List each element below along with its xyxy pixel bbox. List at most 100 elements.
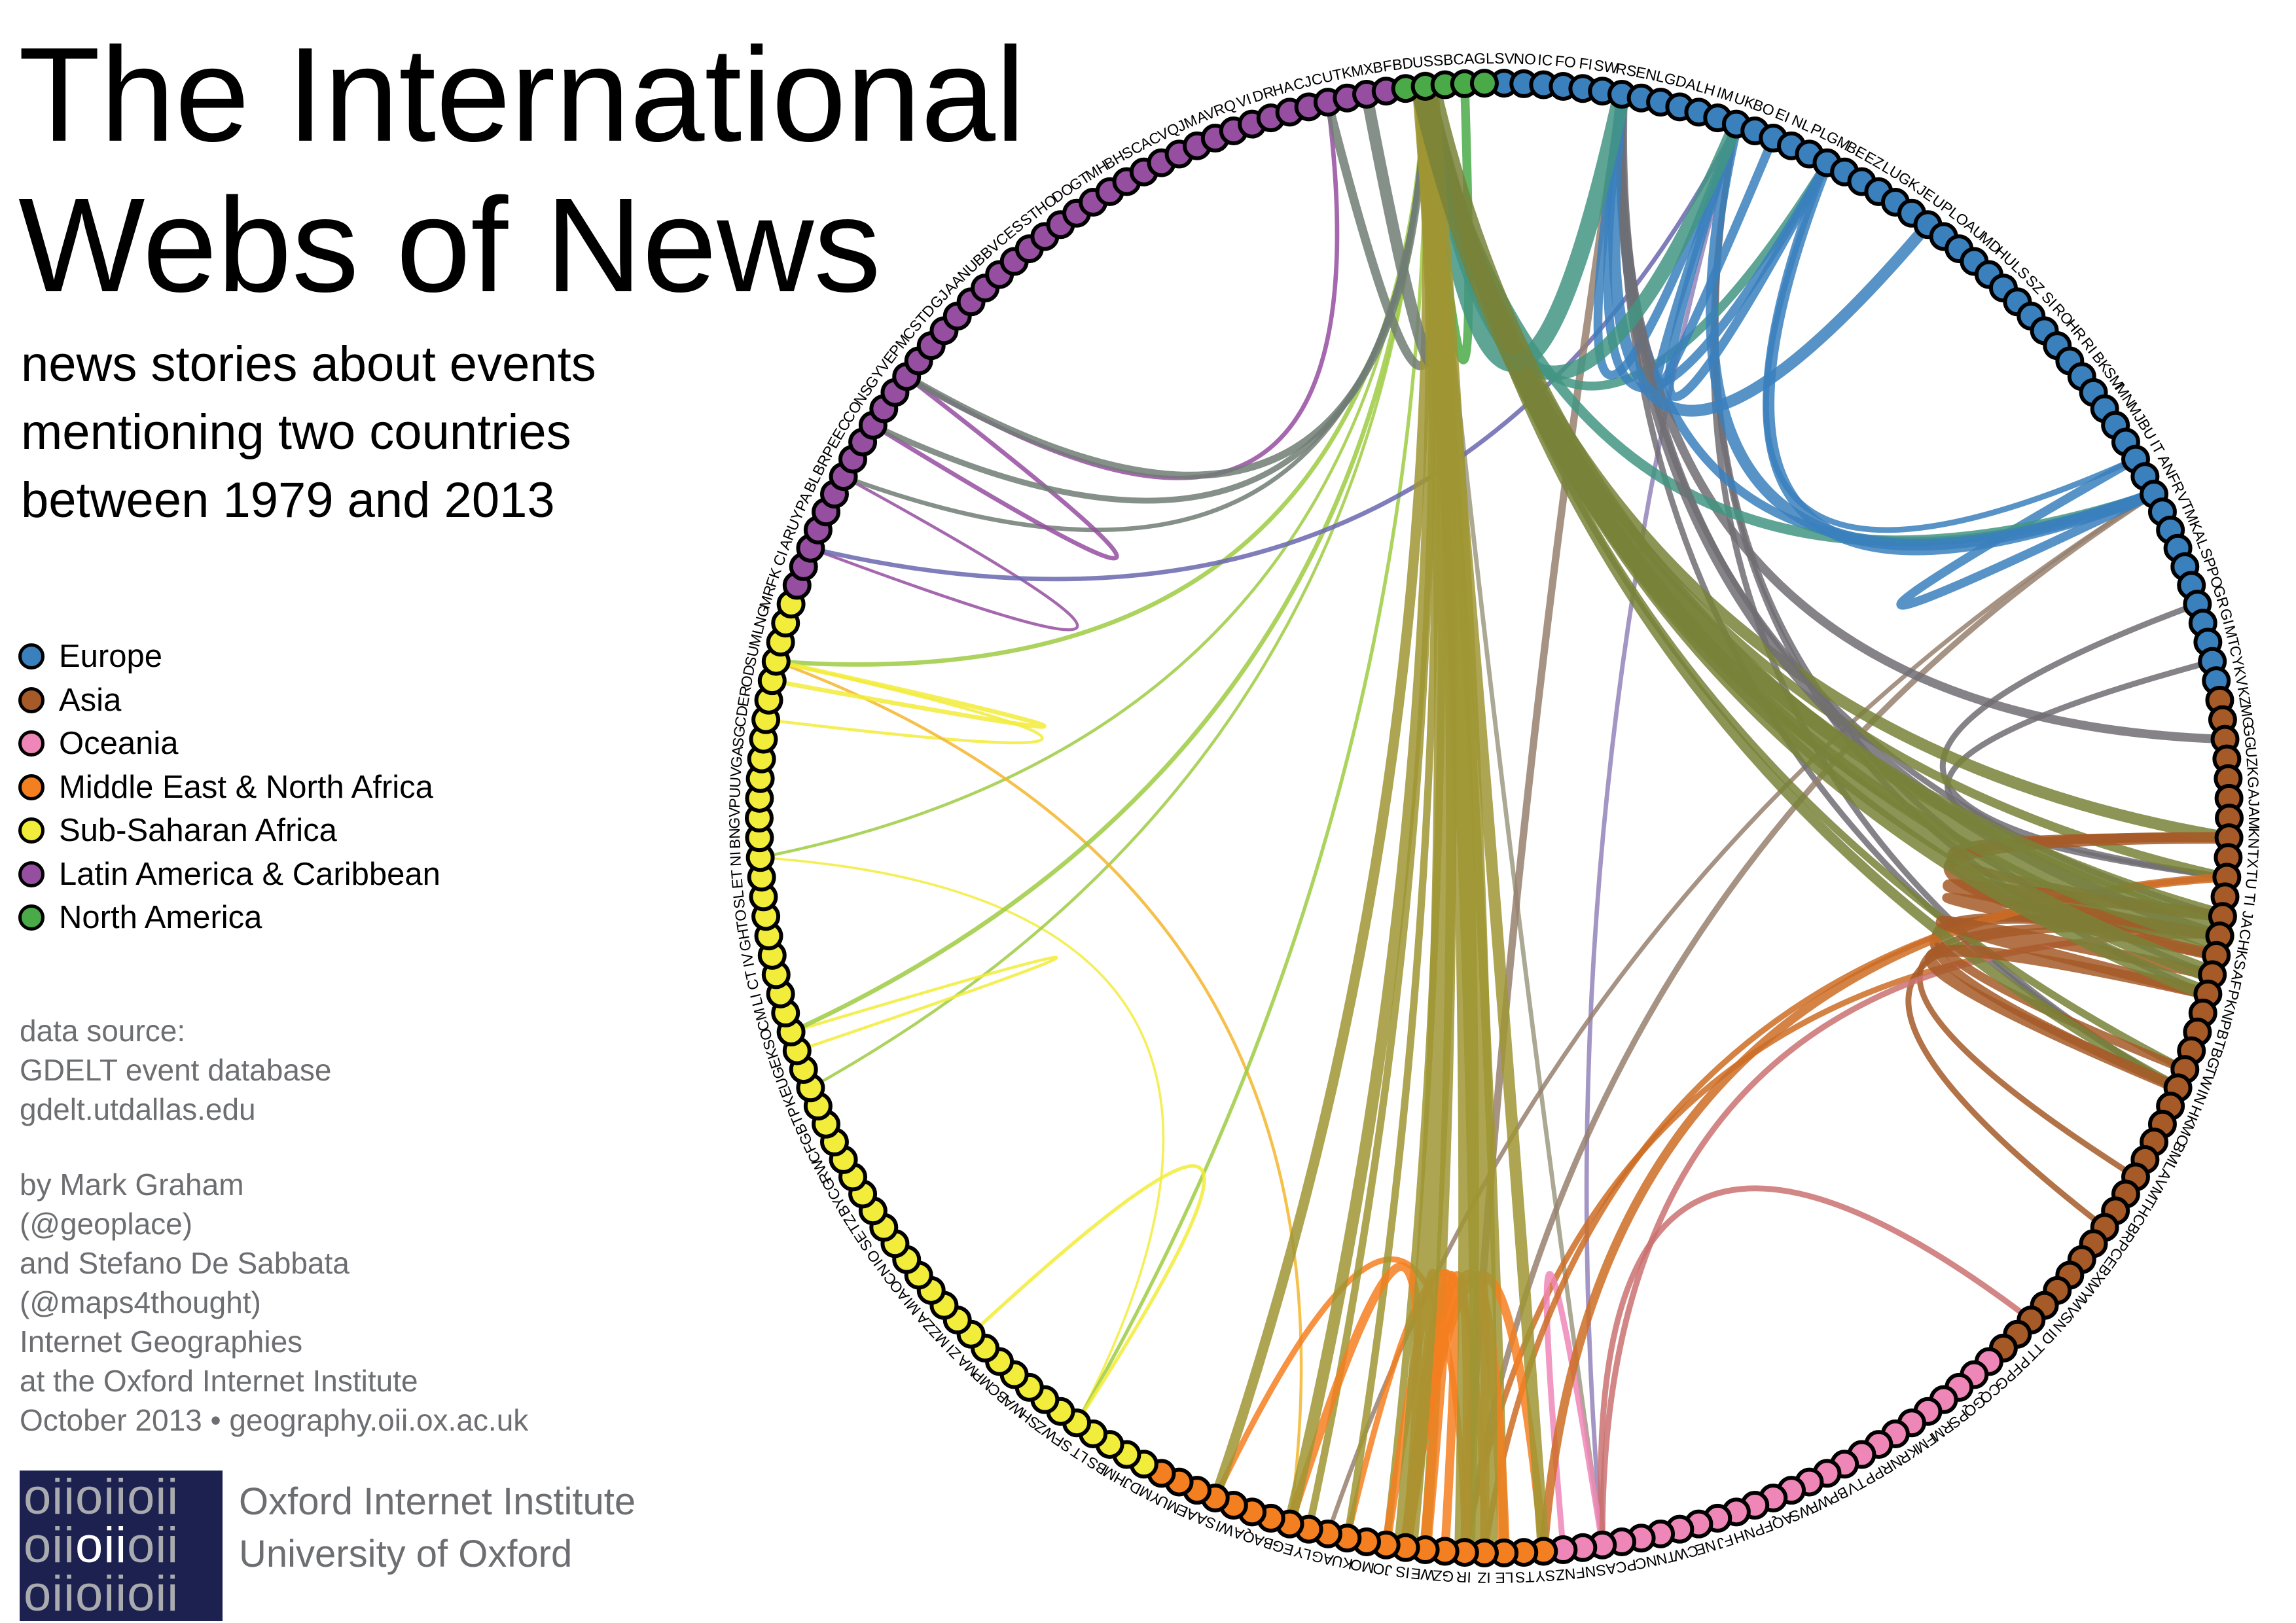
country-node-CD[interactable]: CD: [731, 704, 781, 734]
node-label: BD: [1391, 54, 1414, 74]
country-node-KN[interactable]: KN: [2214, 823, 2263, 853]
node-label: ET: [728, 869, 746, 889]
node-label: ER: [734, 685, 755, 708]
node-label: MO: [1349, 1556, 1376, 1577]
edge-AS-NZ: [1543, 1271, 1605, 1553]
node-label: TS: [1515, 1568, 1535, 1586]
country-node-GI[interactable]: GI: [2188, 607, 2238, 638]
node-label: EN: [1634, 63, 1659, 84]
legend-item-oceania: Oceania: [18, 722, 440, 766]
country-node-MP[interactable]: MP: [969, 1347, 1014, 1394]
legend-swatch-icon: [18, 904, 45, 931]
node-label: SY: [1535, 1567, 1556, 1585]
edge-SA-IR: [1212, 1256, 1468, 1556]
edge-US-VE: [903, 82, 1429, 479]
node-label: IV: [738, 951, 758, 969]
node-label: BF: [1372, 57, 1393, 77]
node-label: IS: [1395, 1563, 1411, 1581]
node-label: CU: [1310, 67, 1335, 89]
node-label: SB: [1433, 51, 1454, 69]
node-label: AG: [1310, 1547, 1335, 1569]
node-label: AJ: [2245, 789, 2263, 807]
legend-swatch-icon: [18, 817, 45, 844]
country-node-SB[interactable]: SB: [1430, 51, 1460, 99]
node-label: RS: [1615, 60, 1638, 80]
country-node-SY[interactable]: SY: [1529, 1537, 1558, 1585]
node-label: FK: [762, 565, 785, 590]
country-node-LH[interactable]: LH: [1684, 77, 1717, 127]
credits: by Mark Graham (@geoplace) and Stefano D…: [20, 1165, 528, 1440]
country-node-AF[interactable]: AF: [2198, 960, 2247, 991]
node-label: CM: [750, 1006, 773, 1033]
legend-swatch-icon: [18, 643, 45, 670]
edge-US-CH: [1410, 71, 2234, 951]
node-label: GV: [726, 807, 743, 829]
institution-line: Oxford Internet Institute: [239, 1480, 636, 1523]
country-node-AM[interactable]: AM: [2215, 804, 2263, 832]
node-label: NZ: [1554, 1565, 1576, 1584]
edge-US-KE: [809, 84, 1427, 1090]
node-label: NF: [1575, 1563, 1597, 1582]
node-label: PC: [1615, 1556, 1638, 1577]
node-label: GI: [2217, 607, 2238, 626]
country-node-GH[interactable]: GH: [734, 921, 783, 952]
node-label: AM: [2246, 807, 2263, 830]
legend-label: Middle East & North Africa: [59, 769, 433, 805]
legend-swatch-icon: [18, 774, 45, 800]
node-label: CH: [2234, 928, 2254, 952]
legend-swatch-icon: [18, 861, 45, 887]
country-node-KU[interactable]: KU: [1331, 1524, 1362, 1573]
subtitle-line-3: between 1979 and 2013: [21, 473, 555, 528]
country-node-GL[interactable]: GL: [1469, 50, 1499, 98]
country-node-EN[interactable]: EN: [1626, 63, 1659, 113]
node-label: TK: [1331, 63, 1354, 84]
node-label: IZ: [1477, 1569, 1491, 1586]
node-label: KG: [2244, 766, 2262, 789]
node-label: US: [1412, 52, 1434, 71]
edge-CO-VE: [870, 374, 1119, 561]
edge-RS-UK: [1593, 90, 1741, 380]
credit-line: at the Oxford Internet Institute: [20, 1364, 418, 1398]
country-node-MY[interactable]: MY: [2055, 1260, 2103, 1305]
node-label: BN: [726, 828, 744, 849]
node-label: KN: [2245, 828, 2263, 849]
legend-label: Asia: [59, 682, 122, 718]
legend-item-mena: Middle East & North Africa: [18, 766, 440, 810]
country-node-LE[interactable]: LE: [1490, 1538, 1519, 1586]
data-source: data source: GDELT event database gdelt.…: [20, 1011, 332, 1129]
node-label: SG: [729, 725, 748, 749]
source-link[interactable]: gdelt.utdallas.edu: [20, 1092, 256, 1126]
edge-NI-SF: [759, 856, 1165, 1425]
legend-item-latin-america: Latin America & Caribbean: [18, 853, 440, 897]
country-node-NI[interactable]: NI: [726, 843, 775, 872]
country-node-IZ[interactable]: IZ: [1469, 1538, 1499, 1586]
node-label: AF: [2226, 969, 2247, 991]
node-label: AS: [1595, 1560, 1617, 1579]
node-label: CT: [742, 969, 762, 992]
node-label: GG: [2240, 724, 2259, 749]
node-label: OD: [737, 664, 758, 689]
node-label: NO: [1513, 50, 1537, 67]
country-node-KG[interactable]: KG: [2214, 764, 2262, 793]
node-label: LI: [747, 991, 766, 1008]
subtitle: news stories about events mentioning two…: [21, 330, 596, 535]
node-label: NI: [726, 851, 744, 866]
edge-US-IZ: [1412, 73, 1498, 1567]
credit-handle[interactable]: (@geoplace): [20, 1207, 193, 1241]
legend: Europe Asia Oceania Middle East & North …: [18, 635, 440, 940]
legend-item-asia: Asia: [18, 679, 440, 722]
subtitle-line-2: mentioning two countries: [21, 404, 571, 460]
node-label: TU: [2242, 868, 2261, 890]
node-label: RQ: [1211, 96, 1238, 120]
edge-BR-AR: [809, 474, 1079, 632]
node-label: CY: [2226, 644, 2247, 668]
credit-handle[interactable]: (@maps4thought): [20, 1285, 261, 1319]
logo-lettering: oiioiioii: [24, 1566, 179, 1622]
node-label: SL: [729, 889, 748, 910]
node-label: CD: [731, 704, 751, 728]
credit-line: October 2013 • geography.oii.ox.ac.uk: [20, 1403, 529, 1437]
node-circle[interactable]: [1469, 69, 1499, 98]
country-node-JA[interactable]: JA: [2208, 902, 2257, 931]
legend-swatch-icon: [18, 687, 45, 713]
legend-swatch-icon: [18, 730, 45, 757]
